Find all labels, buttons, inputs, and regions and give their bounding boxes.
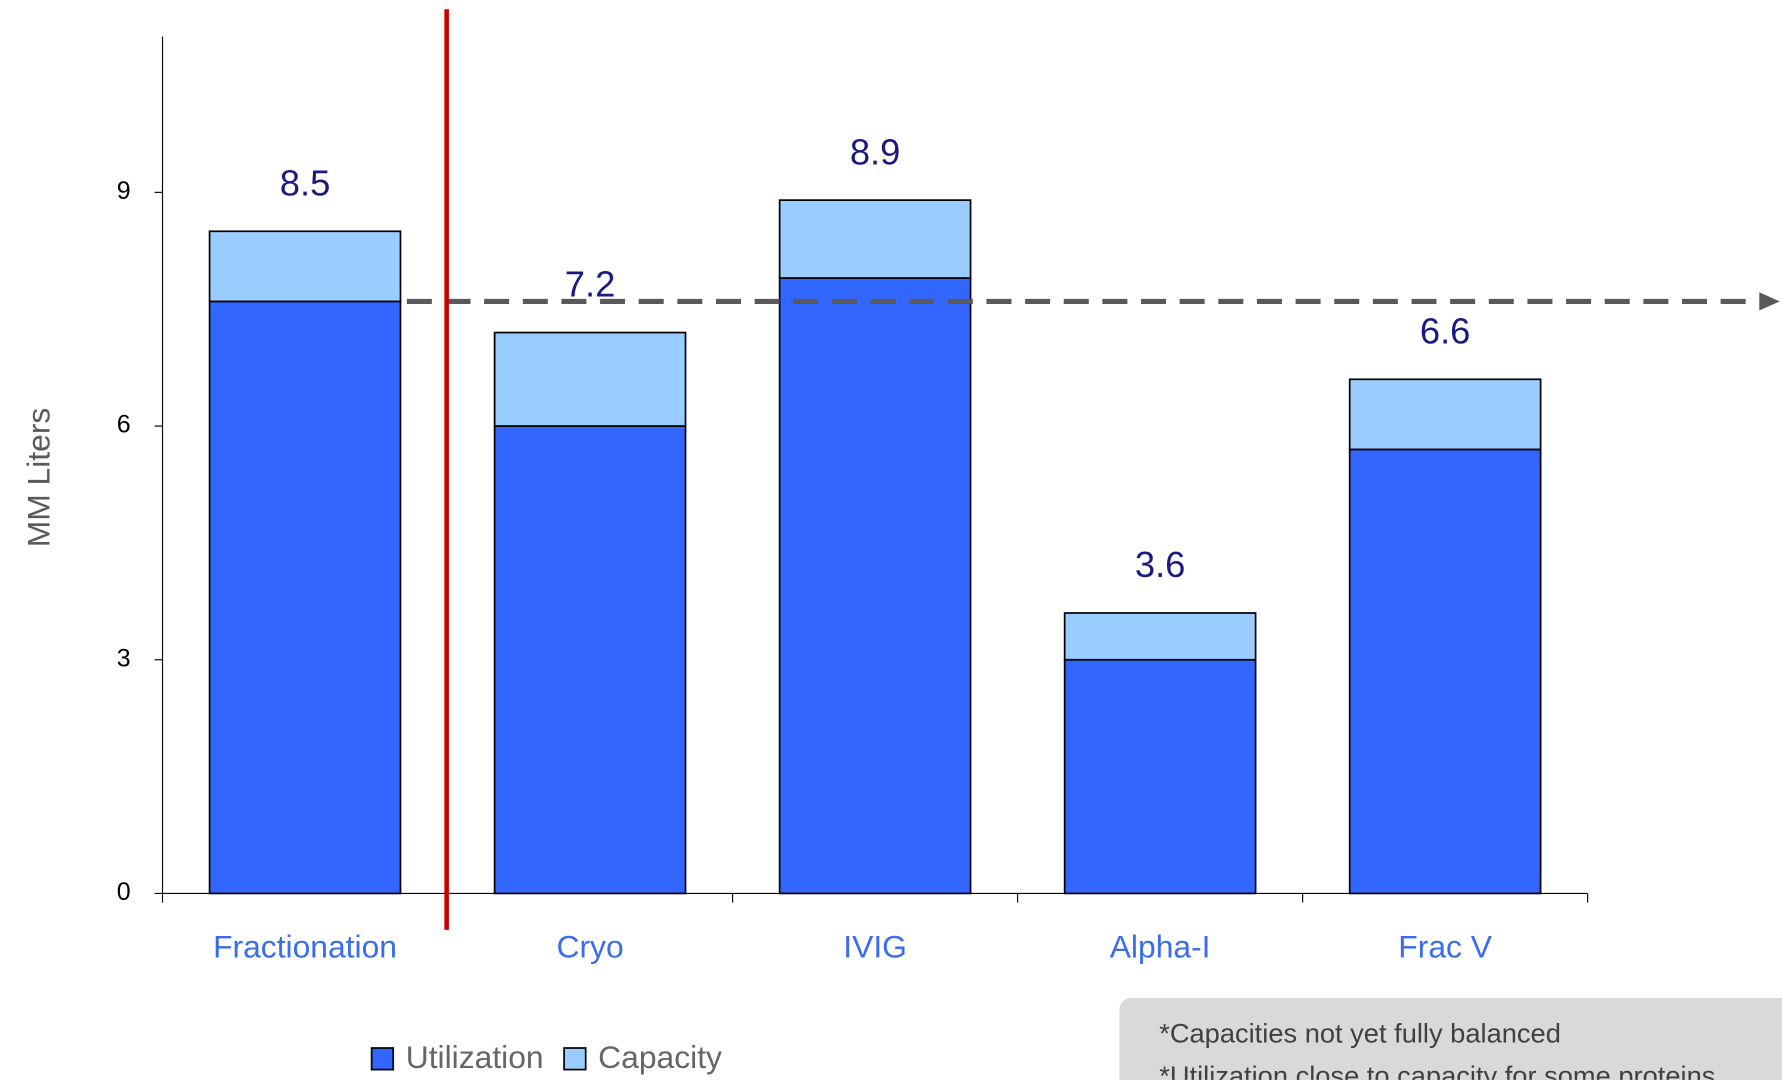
- reference-arrow: [1759, 292, 1780, 311]
- total-label: 7.2: [565, 264, 616, 305]
- y-tick-label: 0: [117, 878, 131, 906]
- legend-label: Utilization: [406, 1039, 544, 1075]
- total-label: 8.9: [850, 131, 901, 172]
- bar-segment: [778, 277, 972, 895]
- total-label: 6.6: [1420, 310, 1471, 351]
- note-box: [1119, 998, 1782, 1080]
- bar-segment: [778, 199, 972, 279]
- note: *Utilization close to capacity for some …: [1159, 1060, 1715, 1080]
- y-tick-label: 6: [117, 411, 131, 439]
- legend-swatch: [563, 1047, 587, 1071]
- notes: *Capacities not yet fully balanced *Util…: [1159, 1018, 1715, 1080]
- total-label: 8.5: [280, 162, 331, 203]
- x-tick-label: Alpha-I: [1110, 929, 1211, 965]
- legend-label: Capacity: [598, 1039, 722, 1075]
- bar-segment: [493, 425, 687, 895]
- x-tick-label: Fractionation: [213, 929, 397, 965]
- y-axis-title: MM Liters: [20, 408, 56, 548]
- bar-segment: [1063, 612, 1257, 661]
- x-tick-label: Frac V: [1398, 929, 1492, 965]
- bar-segment: [1063, 658, 1257, 895]
- y-tick-label: 3: [117, 644, 131, 672]
- bar-segment: [208, 230, 402, 303]
- bar-segment: [493, 331, 687, 427]
- x-tick-label: Cryo: [556, 929, 623, 965]
- y-tick-label: 9: [117, 177, 131, 205]
- bar-segment: [1348, 448, 1542, 895]
- legend-swatch: [370, 1047, 395, 1071]
- bar-segment: [208, 300, 402, 895]
- total-label: 3.6: [1135, 544, 1186, 585]
- x-tick-label: IVIG: [843, 929, 907, 965]
- bar-segment: [1348, 378, 1542, 451]
- note: *Capacities not yet fully balanced: [1159, 1018, 1561, 1049]
